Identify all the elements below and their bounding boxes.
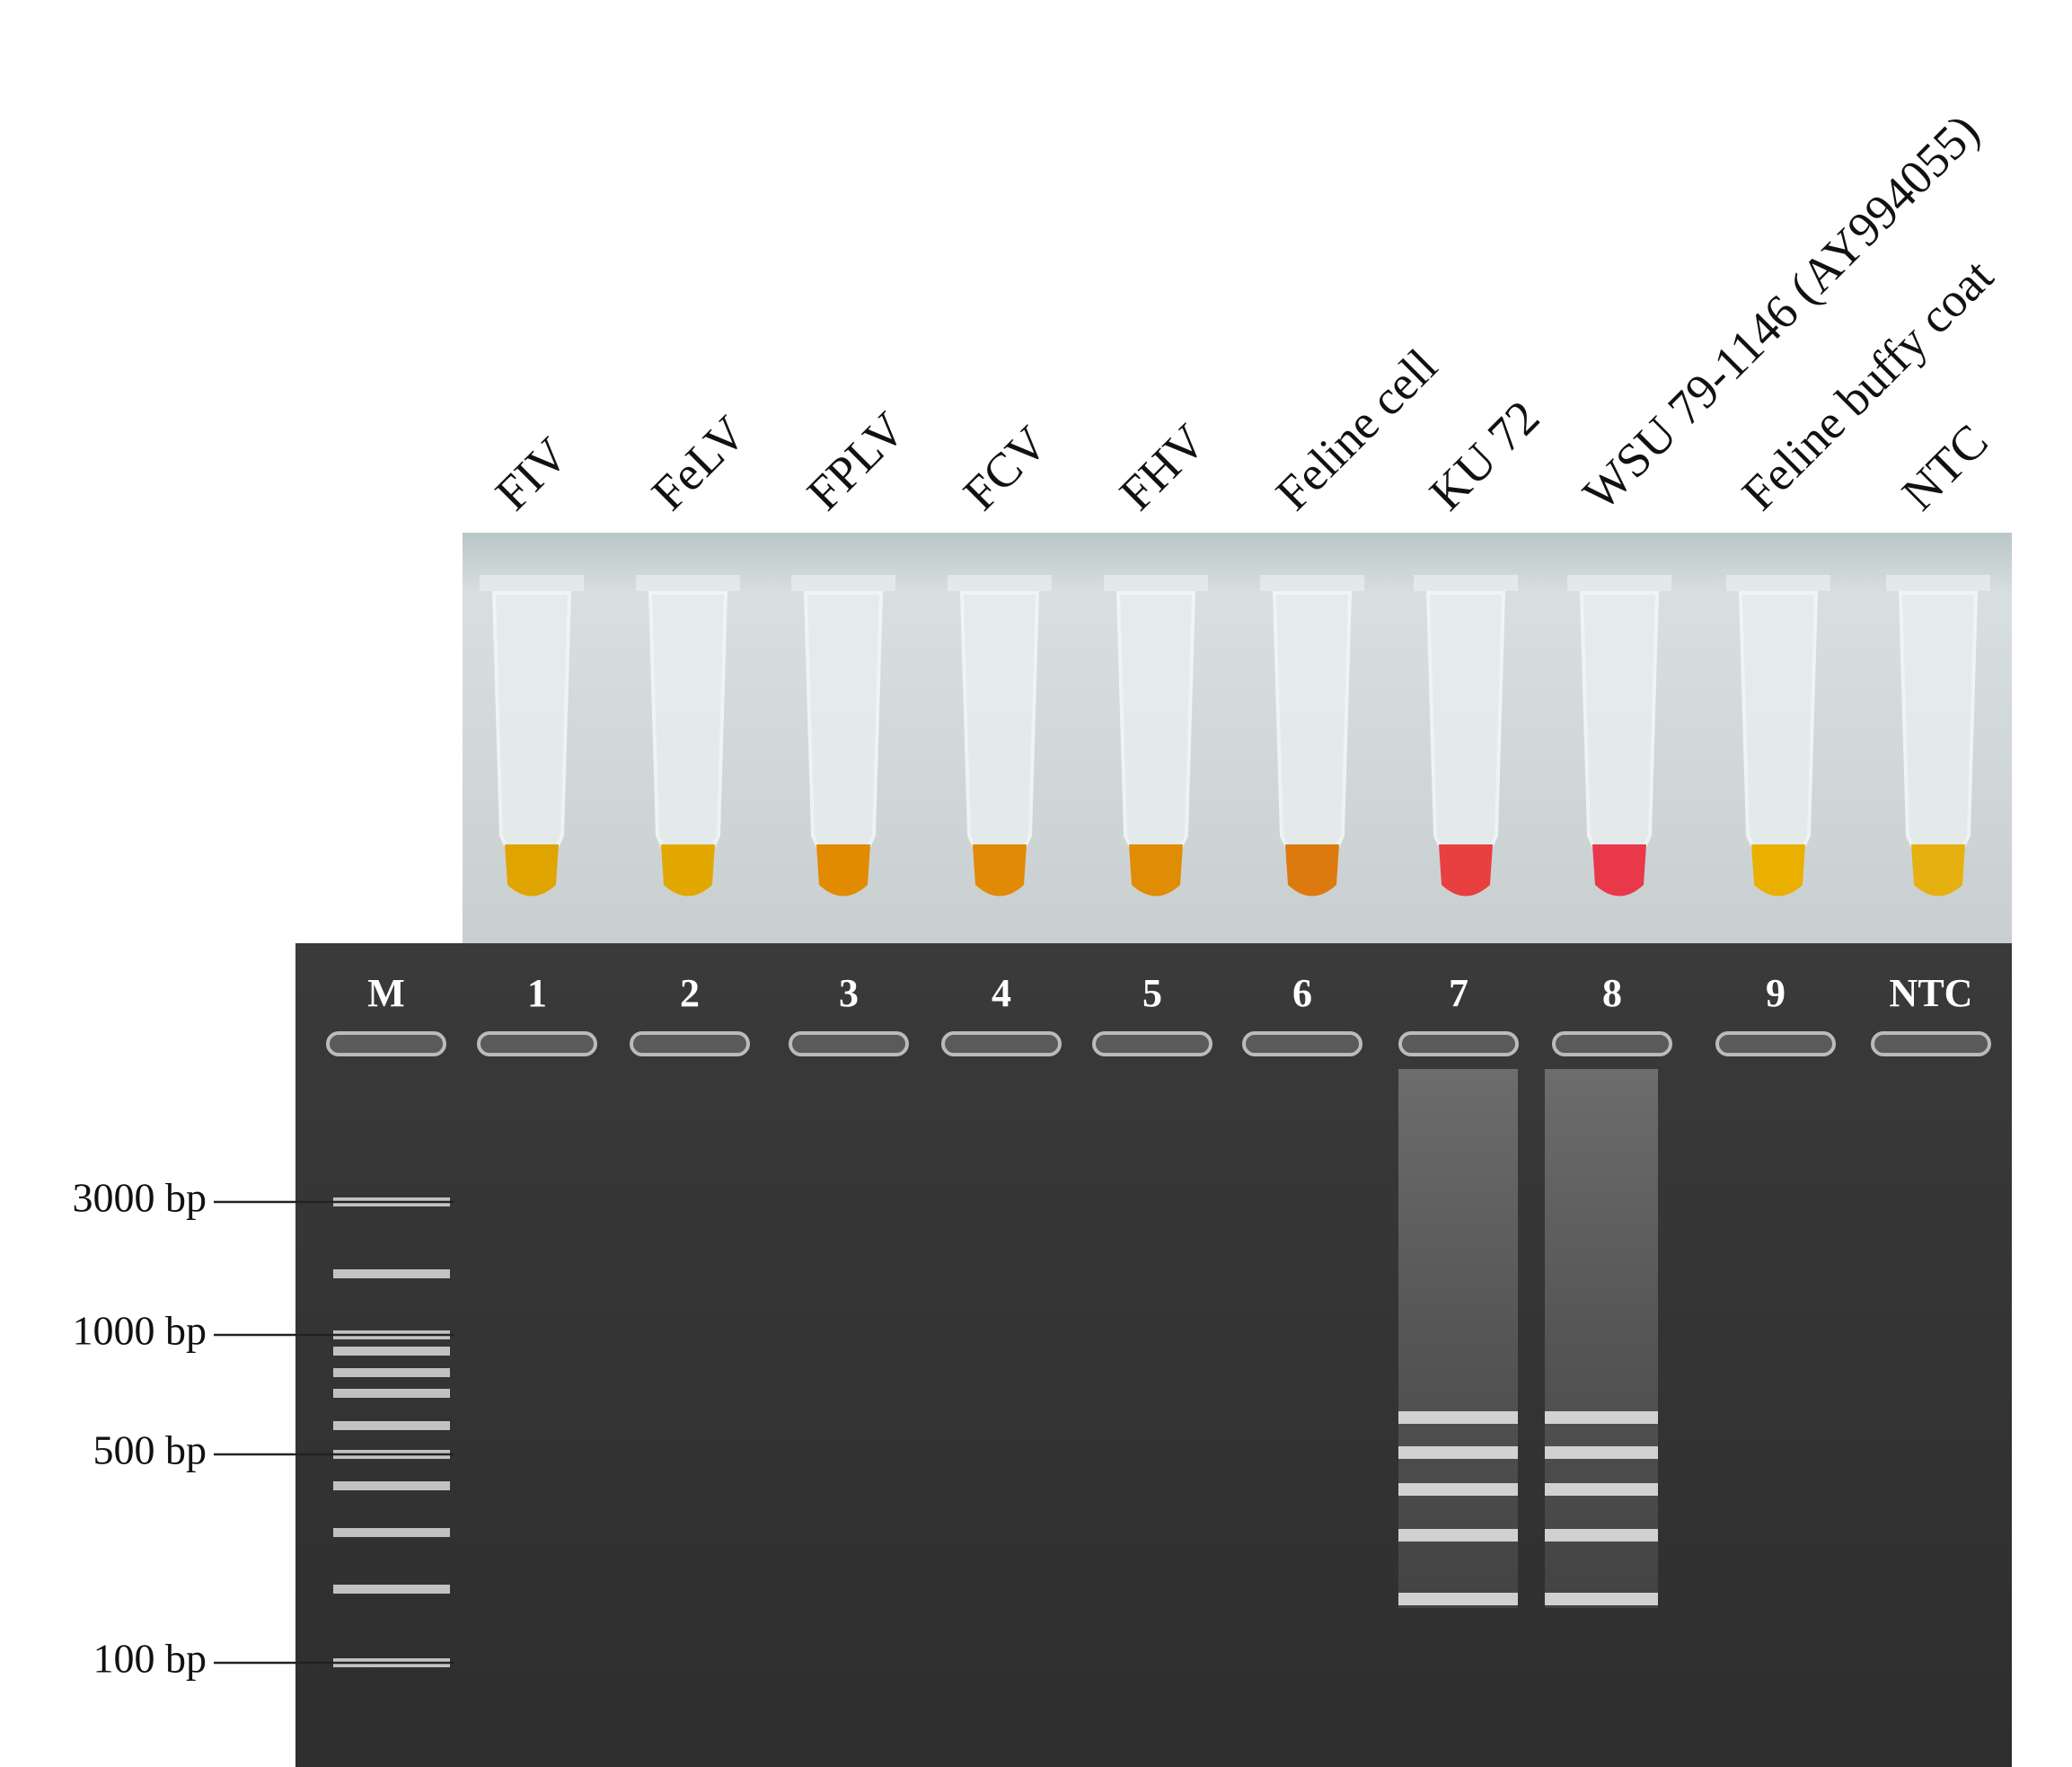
sample-band: [1398, 1593, 1518, 1605]
lane-label: 5: [1142, 971, 1162, 1015]
well: [1552, 1031, 1672, 1056]
tube-lid: [1886, 575, 1990, 591]
tube: [491, 591, 572, 873]
tube-liquid: [1592, 844, 1646, 897]
sample-label: NTC: [1891, 414, 1998, 521]
sample-label: FPLV: [797, 402, 915, 520]
lane-label: 2: [680, 971, 700, 1015]
tube-liquid: [661, 844, 715, 897]
tube-lid: [480, 575, 584, 591]
tube-lid: [1104, 575, 1208, 591]
ladder-band: [333, 1585, 450, 1594]
tube-liquid: [1751, 844, 1805, 897]
sample-band: [1545, 1483, 1658, 1496]
well: [1092, 1031, 1212, 1056]
ladder-band: [333, 1347, 450, 1356]
tube-liquid: [1285, 844, 1339, 897]
well: [1871, 1031, 1991, 1056]
sample-band: [1545, 1446, 1658, 1459]
lane-label: 3: [839, 971, 859, 1015]
tube: [648, 591, 728, 873]
tube: [1579, 591, 1660, 873]
well: [1242, 1031, 1362, 1056]
lane-label: 4: [992, 971, 1011, 1015]
tube-liquid: [1439, 844, 1493, 897]
well: [1398, 1031, 1519, 1056]
ladder-band: [333, 1269, 450, 1278]
well: [1715, 1031, 1836, 1056]
tube: [959, 591, 1040, 873]
sample-band: [1398, 1483, 1518, 1496]
tube: [1898, 591, 1979, 873]
sample-band: [1545, 1593, 1658, 1605]
tube-liquid: [816, 844, 870, 897]
lane-label: 1: [527, 971, 547, 1015]
sample-label: FeLV: [641, 405, 756, 520]
tube-lid: [1260, 575, 1364, 591]
tube-liquid: [1911, 844, 1965, 897]
marker-label: 3000 bp: [73, 1175, 207, 1221]
tube-lid: [1414, 575, 1518, 591]
tube-lid: [791, 575, 895, 591]
tube-lid: [636, 575, 740, 591]
smear: [1398, 1069, 1518, 1608]
sample-band: [1398, 1446, 1518, 1459]
well: [326, 1031, 446, 1056]
lane-label: M: [367, 971, 405, 1015]
tube-liquid: [1129, 844, 1183, 897]
tube: [1425, 591, 1506, 873]
lane-label: 7: [1449, 971, 1468, 1015]
sample-label: Feline cell: [1265, 339, 1448, 521]
tube: [803, 591, 884, 873]
tube: [1738, 591, 1819, 873]
ladder-band: [333, 1481, 450, 1490]
ladder-band: [333, 1368, 450, 1377]
gel-photo: [295, 943, 2012, 1767]
well: [630, 1031, 750, 1056]
tube-lid: [1567, 575, 1671, 591]
sample-band: [1545, 1411, 1658, 1424]
marker-label: 1000 bp: [73, 1308, 207, 1354]
well: [941, 1031, 1062, 1056]
well: [477, 1031, 597, 1056]
ladder-band: [333, 1528, 450, 1537]
tube: [1272, 591, 1353, 873]
sample-label: FIV: [485, 428, 578, 521]
tube: [1115, 591, 1196, 873]
sample-label: KU 72: [1419, 390, 1549, 520]
lane-label: 6: [1292, 971, 1312, 1015]
marker-label: 100 bp: [93, 1636, 207, 1682]
tube-liquid: [973, 844, 1027, 897]
sample-label: FCV: [953, 416, 1058, 521]
well: [789, 1031, 909, 1056]
tube-lid: [948, 575, 1052, 591]
sample-band: [1545, 1529, 1658, 1542]
tube-lid: [1726, 575, 1830, 591]
marker-label: 500 bp: [93, 1427, 207, 1473]
lane-label: 8: [1602, 971, 1622, 1015]
ladder-band: [333, 1421, 450, 1430]
ladder-band: [333, 1389, 450, 1398]
smear: [1545, 1069, 1658, 1608]
sample-band: [1398, 1411, 1518, 1424]
tube-liquid: [505, 844, 559, 897]
lane-label: 9: [1766, 971, 1785, 1015]
sample-label: FHV: [1109, 414, 1216, 521]
lane-label: NTC: [1890, 971, 1973, 1015]
sample-band: [1398, 1529, 1518, 1542]
